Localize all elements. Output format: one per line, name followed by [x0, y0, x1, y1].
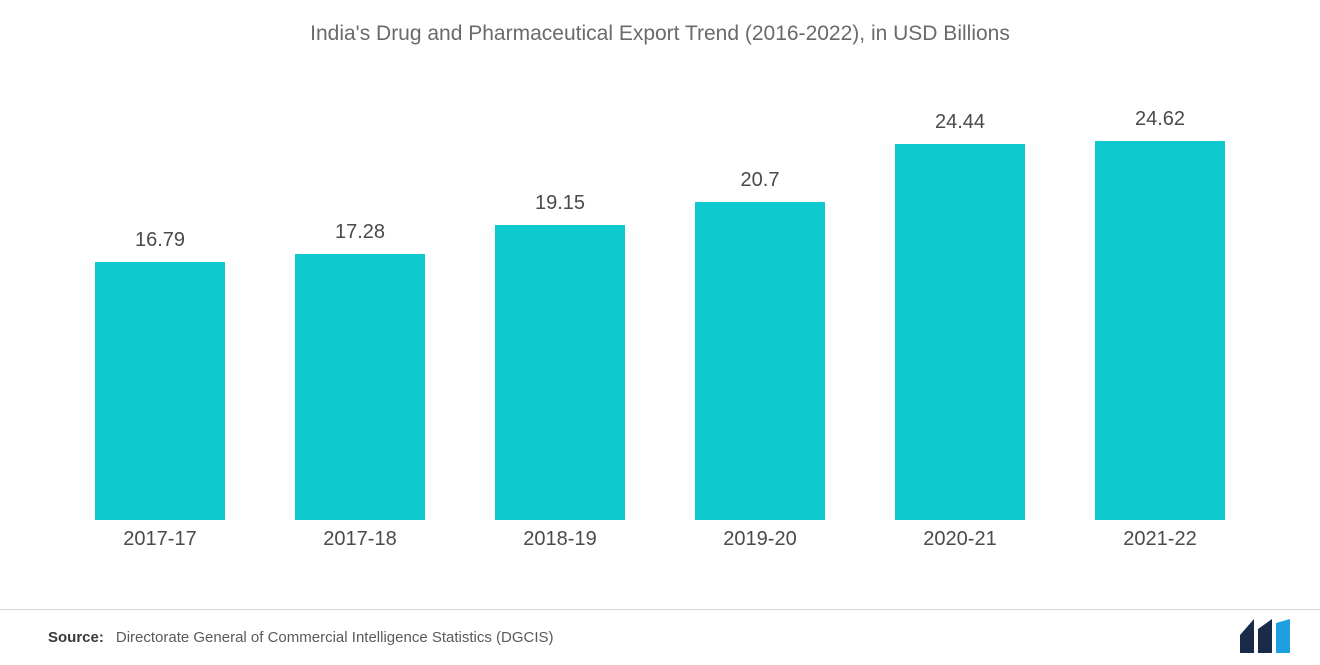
bar-group: 19.15: [460, 192, 660, 520]
bar-value-label: 17.28: [335, 221, 385, 244]
x-axis-label: 2020-21: [860, 528, 1060, 551]
bar-group: 24.44: [860, 111, 1060, 520]
logo-shape-3: [1276, 619, 1290, 653]
bar-group: 17.28: [260, 221, 460, 520]
brand-logo-icon: [1240, 619, 1290, 653]
x-axis-label: 2019-20: [660, 528, 860, 551]
bar: [95, 262, 225, 520]
x-axis-label: 2018-19: [460, 528, 660, 551]
x-axis-label: 2017-18: [260, 528, 460, 551]
x-axis-labels: 2017-172017-182018-192019-202020-212021-…: [40, 528, 1280, 551]
chart-title: India's Drug and Pharmaceutical Export T…: [0, 0, 1320, 46]
logo-shape-2: [1258, 619, 1272, 653]
x-axis-label: 2017-17: [60, 528, 260, 551]
bar-value-label: 20.7: [741, 169, 780, 192]
bar-group: 20.7: [660, 169, 860, 520]
source-label: Source:: [48, 629, 104, 646]
chart-footer: Source: Directorate General of Commercia…: [0, 609, 1320, 665]
bar: [695, 202, 825, 520]
source-text: Directorate General of Commercial Intell…: [116, 629, 554, 646]
bar: [895, 144, 1025, 520]
bar: [295, 254, 425, 520]
bar: [495, 225, 625, 520]
bar-value-label: 16.79: [135, 229, 185, 252]
bars-container: 16.7917.2819.1520.724.4424.62: [40, 120, 1280, 520]
logo-shape-1: [1240, 619, 1254, 653]
bar-group: 16.79: [60, 229, 260, 520]
bar-value-label: 19.15: [535, 192, 585, 215]
bar: [1095, 141, 1225, 520]
x-axis-label: 2021-22: [1060, 528, 1260, 551]
bar-group: 24.62: [1060, 108, 1260, 520]
bar-value-label: 24.44: [935, 111, 985, 134]
bar-value-label: 24.62: [1135, 108, 1185, 131]
chart-plot-area: 16.7917.2819.1520.724.4424.62: [40, 120, 1280, 520]
